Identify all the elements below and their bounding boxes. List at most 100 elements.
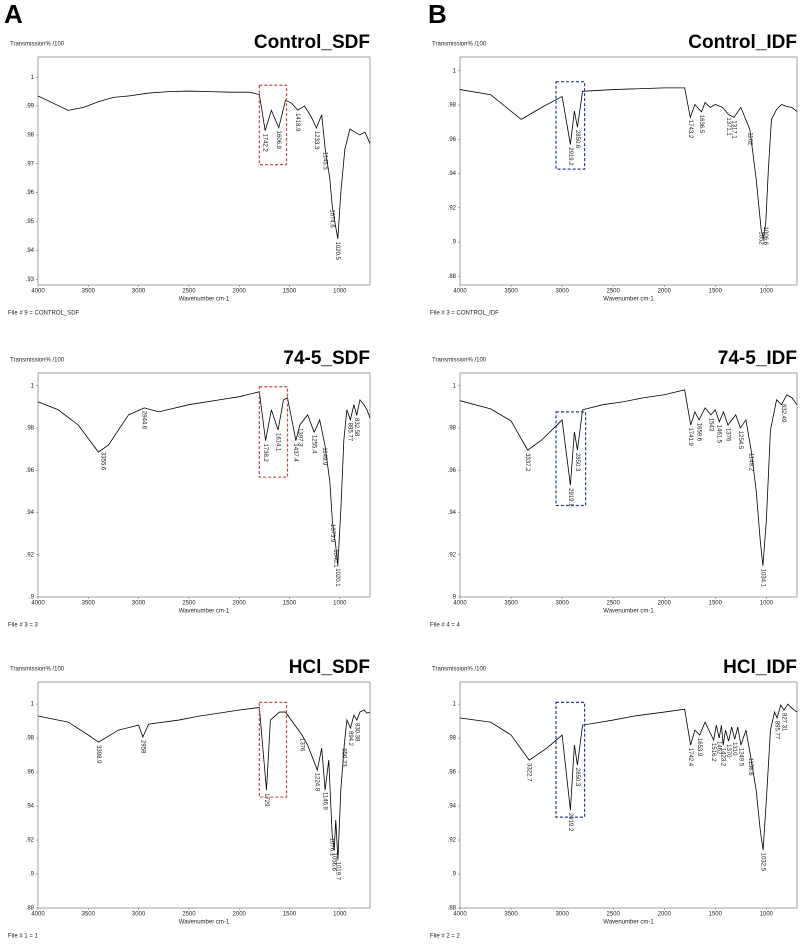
- file-footer: File # 2 = 2: [430, 934, 461, 940]
- peak-label: 1254.5: [737, 431, 743, 450]
- y-tick-label: .98: [26, 426, 35, 432]
- x-tick-label: 2000: [233, 289, 247, 295]
- plot-frame: [459, 372, 798, 598]
- peak-label: 1019.7: [334, 862, 340, 881]
- spectrum-line: [37, 90, 371, 239]
- y-tick-label: .92: [26, 552, 35, 558]
- peak-label: 1397.3: [296, 428, 302, 447]
- x-tick-label: 2000: [658, 912, 672, 918]
- x-axis-label: Wavenumber cm-1: [179, 297, 230, 303]
- peak-label: 1741.9: [687, 427, 693, 446]
- plot-frame: [37, 681, 371, 909]
- chart-title: HCl_IDF: [723, 657, 797, 678]
- x-tick-label: 2000: [658, 289, 672, 295]
- peak-label: 1317.1: [730, 120, 736, 139]
- y-tick-label: .98: [26, 736, 35, 742]
- peak-label: 1162: [746, 132, 752, 146]
- y-tick-label: .92: [26, 838, 35, 844]
- peak-label: 832.58: [353, 418, 359, 437]
- x-tick-label: 1000: [333, 289, 347, 295]
- y-axis-label: Transmission% /100: [10, 42, 65, 48]
- y-tick-label: .88: [26, 906, 35, 912]
- peak-label: 1249.5: [737, 748, 743, 767]
- peak-label: 1310: [731, 742, 737, 756]
- x-tick-label: 1000: [760, 289, 774, 295]
- x-tick-label: 2500: [182, 912, 196, 918]
- x-tick-label: 1500: [709, 289, 723, 295]
- peak-label: 1056.6: [331, 853, 337, 872]
- peak-label: 1606.9: [275, 131, 281, 150]
- x-axis-label: Wavenumber cm-1: [179, 609, 230, 615]
- x-tick-label: 1500: [709, 601, 723, 607]
- peak-label: 2919.1: [567, 488, 573, 507]
- y-tick-label: .94: [26, 804, 35, 810]
- x-tick-label: 2000: [658, 601, 672, 607]
- peak-label: 1145.5: [322, 152, 328, 171]
- y-tick-label: .94: [26, 248, 35, 254]
- peak-label: 1742.2: [262, 133, 268, 152]
- peak-label: 1020.1: [334, 568, 340, 587]
- peak-label: 832.49: [780, 404, 786, 423]
- peak-label: 2850.3: [574, 453, 580, 472]
- file-footer: File # 9 = CONTROL_SDF: [8, 311, 80, 317]
- peak-label: 1376: [298, 738, 304, 752]
- y-tick-label: .95: [26, 219, 35, 225]
- peak-label: 1032.5: [759, 853, 765, 872]
- x-tick-label: 1000: [333, 601, 347, 607]
- spectrum-line: [459, 389, 798, 566]
- peak-label: 2919.2: [567, 147, 573, 166]
- y-tick-label: 1: [31, 383, 35, 389]
- peak-label: 1437.4: [292, 443, 298, 462]
- x-axis-label: Wavenumber cm-1: [603, 297, 654, 303]
- y-tick-label: .98: [448, 736, 457, 742]
- highlight-box: [258, 701, 288, 798]
- peak-label: 1370: [725, 744, 731, 758]
- y-tick-label: .96: [448, 137, 457, 143]
- y-tick-label: .94: [448, 171, 457, 177]
- x-tick-label: 4000: [453, 601, 467, 607]
- spectrum-line: [37, 391, 371, 566]
- x-tick-label: 2500: [607, 601, 621, 607]
- y-tick-label: .94: [448, 804, 457, 810]
- y-tick-label: .96: [448, 770, 457, 776]
- y-axis-label: Transmission% /100: [10, 358, 65, 364]
- peak-label: 3398.9: [95, 745, 101, 764]
- highlight-box: [258, 84, 288, 166]
- peak-label: 1743.2: [687, 120, 693, 139]
- chart-title: 74-5_IDF: [718, 348, 797, 369]
- y-tick-label: .96: [26, 190, 35, 196]
- peak-label: 2850.6: [574, 130, 580, 149]
- y-axis-label: Transmission% /100: [10, 667, 65, 673]
- chart-title: Control_IDF: [688, 32, 797, 53]
- peak-label: 1423.2: [720, 748, 726, 767]
- x-tick-label: 1000: [333, 912, 347, 918]
- x-tick-label: 3000: [132, 289, 146, 295]
- x-tick-label: 1500: [283, 289, 297, 295]
- x-tick-label: 3500: [82, 912, 96, 918]
- peak-label: 1614.1: [274, 433, 280, 452]
- x-tick-label: 3000: [132, 912, 146, 918]
- y-tick-label: .9: [29, 595, 35, 601]
- y-tick-label: .96: [448, 468, 457, 474]
- x-axis-label: Wavenumber cm-1: [603, 920, 654, 926]
- highlight-box: [555, 81, 586, 170]
- x-tick-label: 1500: [283, 601, 297, 607]
- peak-label: 895.77: [773, 721, 779, 740]
- peak-label: 1462: [716, 741, 722, 755]
- chart-title: HCl_SDF: [289, 657, 370, 678]
- y-tick-label: 1: [31, 702, 35, 708]
- x-tick-label: 4000: [31, 601, 45, 607]
- peak-label: 1729: [263, 793, 269, 807]
- peak-label: 3337.2: [524, 453, 530, 472]
- peak-label: 956.23: [341, 748, 347, 767]
- plot-frame: [459, 56, 798, 286]
- peak-label: 1146.9: [321, 792, 327, 811]
- peak-label: 3355.6: [99, 452, 105, 471]
- file-footer: File # 3 = 3: [8, 623, 39, 629]
- y-tick-label: 1: [453, 383, 457, 389]
- y-tick-label: .94: [26, 510, 35, 516]
- x-tick-label: 2000: [233, 601, 247, 607]
- y-tick-label: .99: [26, 104, 35, 110]
